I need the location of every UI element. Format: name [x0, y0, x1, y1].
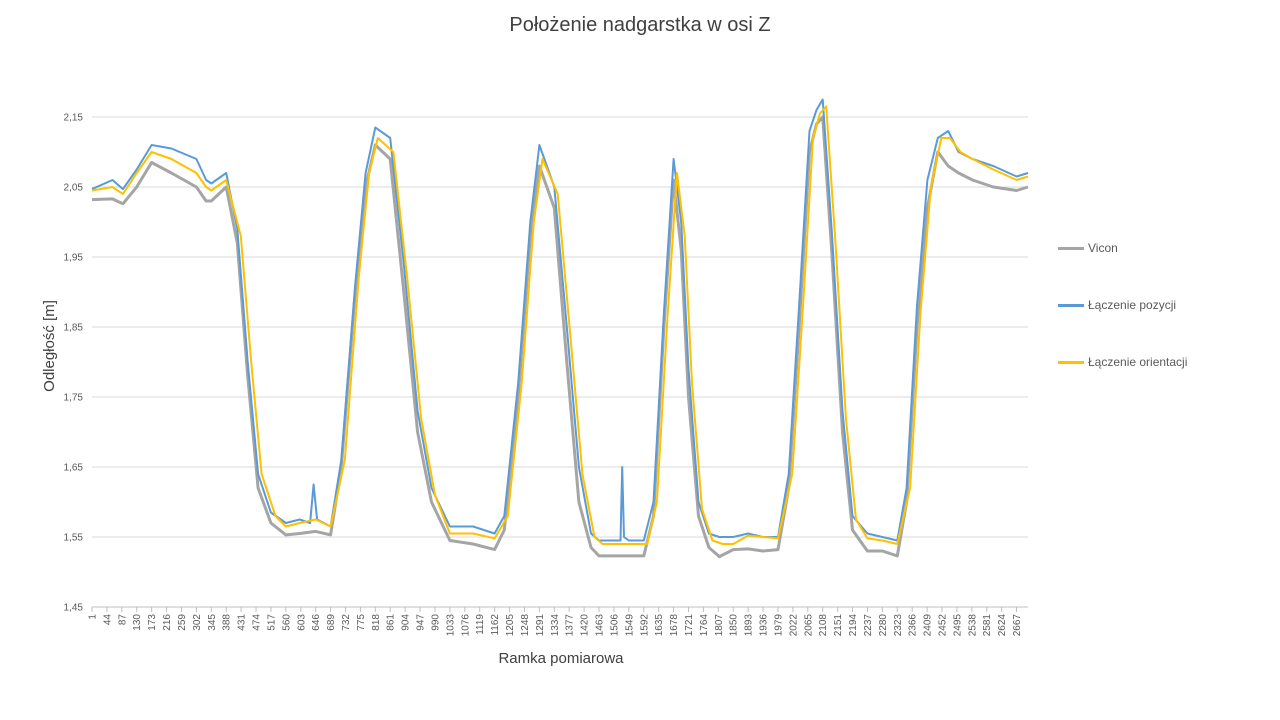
legend-swatch-laczenie-pozycji: [1058, 303, 1084, 307]
x-tick-label: 861: [386, 614, 397, 631]
x-tick-label: 2452: [937, 614, 948, 637]
x-tick-label: 2108: [818, 614, 829, 637]
legend-item-laczenie-pozycji: Łączenie pozycji: [1058, 298, 1176, 312]
gridlines: [92, 116, 1028, 538]
x-tick-label: 1721: [684, 614, 695, 637]
y-tick-label: 1,65: [64, 463, 84, 474]
y-axis-ticks: 1,45 1,55 1,65 1,75 1,85 1,95 2,05 2,15: [64, 113, 84, 614]
series-line-vicon: [91, 115, 1029, 559]
series-lines: [91, 98, 1029, 559]
x-tick-label: 2538: [967, 614, 978, 637]
x-tick-label: 1334: [550, 614, 561, 637]
x-tick-label: 2495: [952, 614, 963, 637]
x-tick-label: 1: [88, 614, 99, 620]
x-tick-label: 1162: [490, 614, 501, 636]
chart-title: Położenie nadgarstka w osi Z: [509, 14, 771, 36]
legend-label-vicon: Vicon: [1088, 241, 1118, 255]
y-tick-label: 1,95: [64, 253, 84, 264]
x-tick-label: 2366: [908, 614, 919, 637]
x-tick-label: 1764: [699, 614, 710, 637]
x-tick-label: 1205: [505, 614, 516, 637]
x-tick-label: 818: [371, 614, 382, 631]
x-tick-label: 1076: [460, 614, 471, 637]
x-axis-ticks: 1 44 87 130 173 216 259 302 345 388 431 474 517 560 60…: [88, 607, 1023, 637]
x-tick-label: 173: [147, 614, 158, 631]
x-tick-label: 732: [341, 614, 352, 631]
y-tick-label: 1,75: [64, 393, 84, 404]
x-tick-label: 1119: [475, 614, 486, 635]
x-tick-label: 2065: [803, 614, 814, 637]
x-tick-label: 1549: [624, 614, 635, 637]
x-tick-label: 689: [326, 614, 337, 631]
legend-item-laczenie-orientacji: Łączenie orientacji: [1058, 355, 1187, 369]
x-tick-label: 2323: [893, 614, 904, 637]
y-axis-label: Odległość [m]: [41, 300, 58, 392]
x-tick-label: 1420: [580, 614, 591, 637]
legend-swatch-laczenie-orientacji: [1058, 360, 1084, 364]
x-tick-label: 2151: [833, 614, 844, 637]
x-tick-label: 2667: [1012, 614, 1023, 637]
x-tick-label: 2022: [788, 614, 799, 637]
x-tick-label: 904: [401, 614, 412, 631]
x-tick-label: 1979: [773, 614, 784, 637]
x-tick-label: 1678: [669, 614, 680, 637]
x-tick-label: 1291: [535, 614, 546, 637]
x-tick-label: 1807: [714, 614, 725, 637]
legend-label-laczenie-pozycji: Łączenie pozycji: [1088, 298, 1177, 312]
x-tick-label: 431: [237, 614, 248, 631]
x-tick-label: 259: [177, 614, 188, 631]
x-tick-label: 388: [222, 614, 233, 631]
x-tick-label: 775: [356, 614, 367, 631]
x-tick-label: 603: [296, 614, 307, 631]
y-tick-label: 1,85: [64, 323, 84, 334]
x-tick-label: 1936: [759, 614, 770, 637]
x-tick-label: 130: [132, 614, 143, 631]
x-tick-label: 1248: [520, 614, 531, 637]
x-tick-label: 2194: [848, 614, 859, 637]
x-tick-label: 302: [192, 614, 203, 631]
x-tick-label: 990: [430, 614, 441, 631]
y-tick-label: 2,05: [64, 183, 84, 194]
x-tick-label: 87: [117, 614, 128, 626]
legend-item-vicon: Vicon: [1058, 241, 1118, 255]
x-tick-label: 560: [281, 614, 292, 631]
x-axis-label: Ramka pomiarowa: [498, 650, 624, 667]
x-tick-label: 1893: [744, 614, 755, 637]
legend-swatch-vicon: [1058, 246, 1084, 250]
x-tick-label: 517: [266, 614, 277, 631]
x-tick-label: 216: [162, 614, 173, 631]
x-tick-label: 646: [311, 614, 322, 631]
x-tick-label: 1592: [639, 614, 650, 637]
x-tick-label: 1635: [654, 614, 665, 637]
legend-label-laczenie-orientacji: Łączenie orientacji: [1088, 355, 1188, 369]
x-tick-label: 345: [207, 614, 218, 631]
series-line-laczenie-orientacji: [91, 105, 1029, 545]
x-tick-label: 44: [102, 614, 113, 626]
x-tick-label: 947: [416, 614, 427, 631]
x-tick-label: 2280: [878, 614, 889, 637]
series-line-laczenie-pozycji: [91, 98, 1029, 542]
x-tick-label: 1377: [565, 614, 576, 637]
x-tick-label: 1463: [595, 614, 606, 637]
x-tick-label: 2581: [982, 614, 993, 637]
x-tick-label: 2237: [863, 614, 874, 637]
y-tick-label: 1,55: [64, 533, 84, 544]
x-tick-label: 474: [252, 614, 263, 631]
x-tick-label: 1850: [729, 614, 740, 637]
x-tick-label: 2409: [923, 614, 934, 637]
y-tick-label: 2,15: [64, 113, 84, 124]
x-tick-label: 2624: [997, 614, 1008, 637]
x-tick-label: 1506: [609, 614, 620, 637]
x-tick-label: 1033: [445, 614, 456, 637]
y-tick-label: 1,45: [64, 603, 84, 614]
